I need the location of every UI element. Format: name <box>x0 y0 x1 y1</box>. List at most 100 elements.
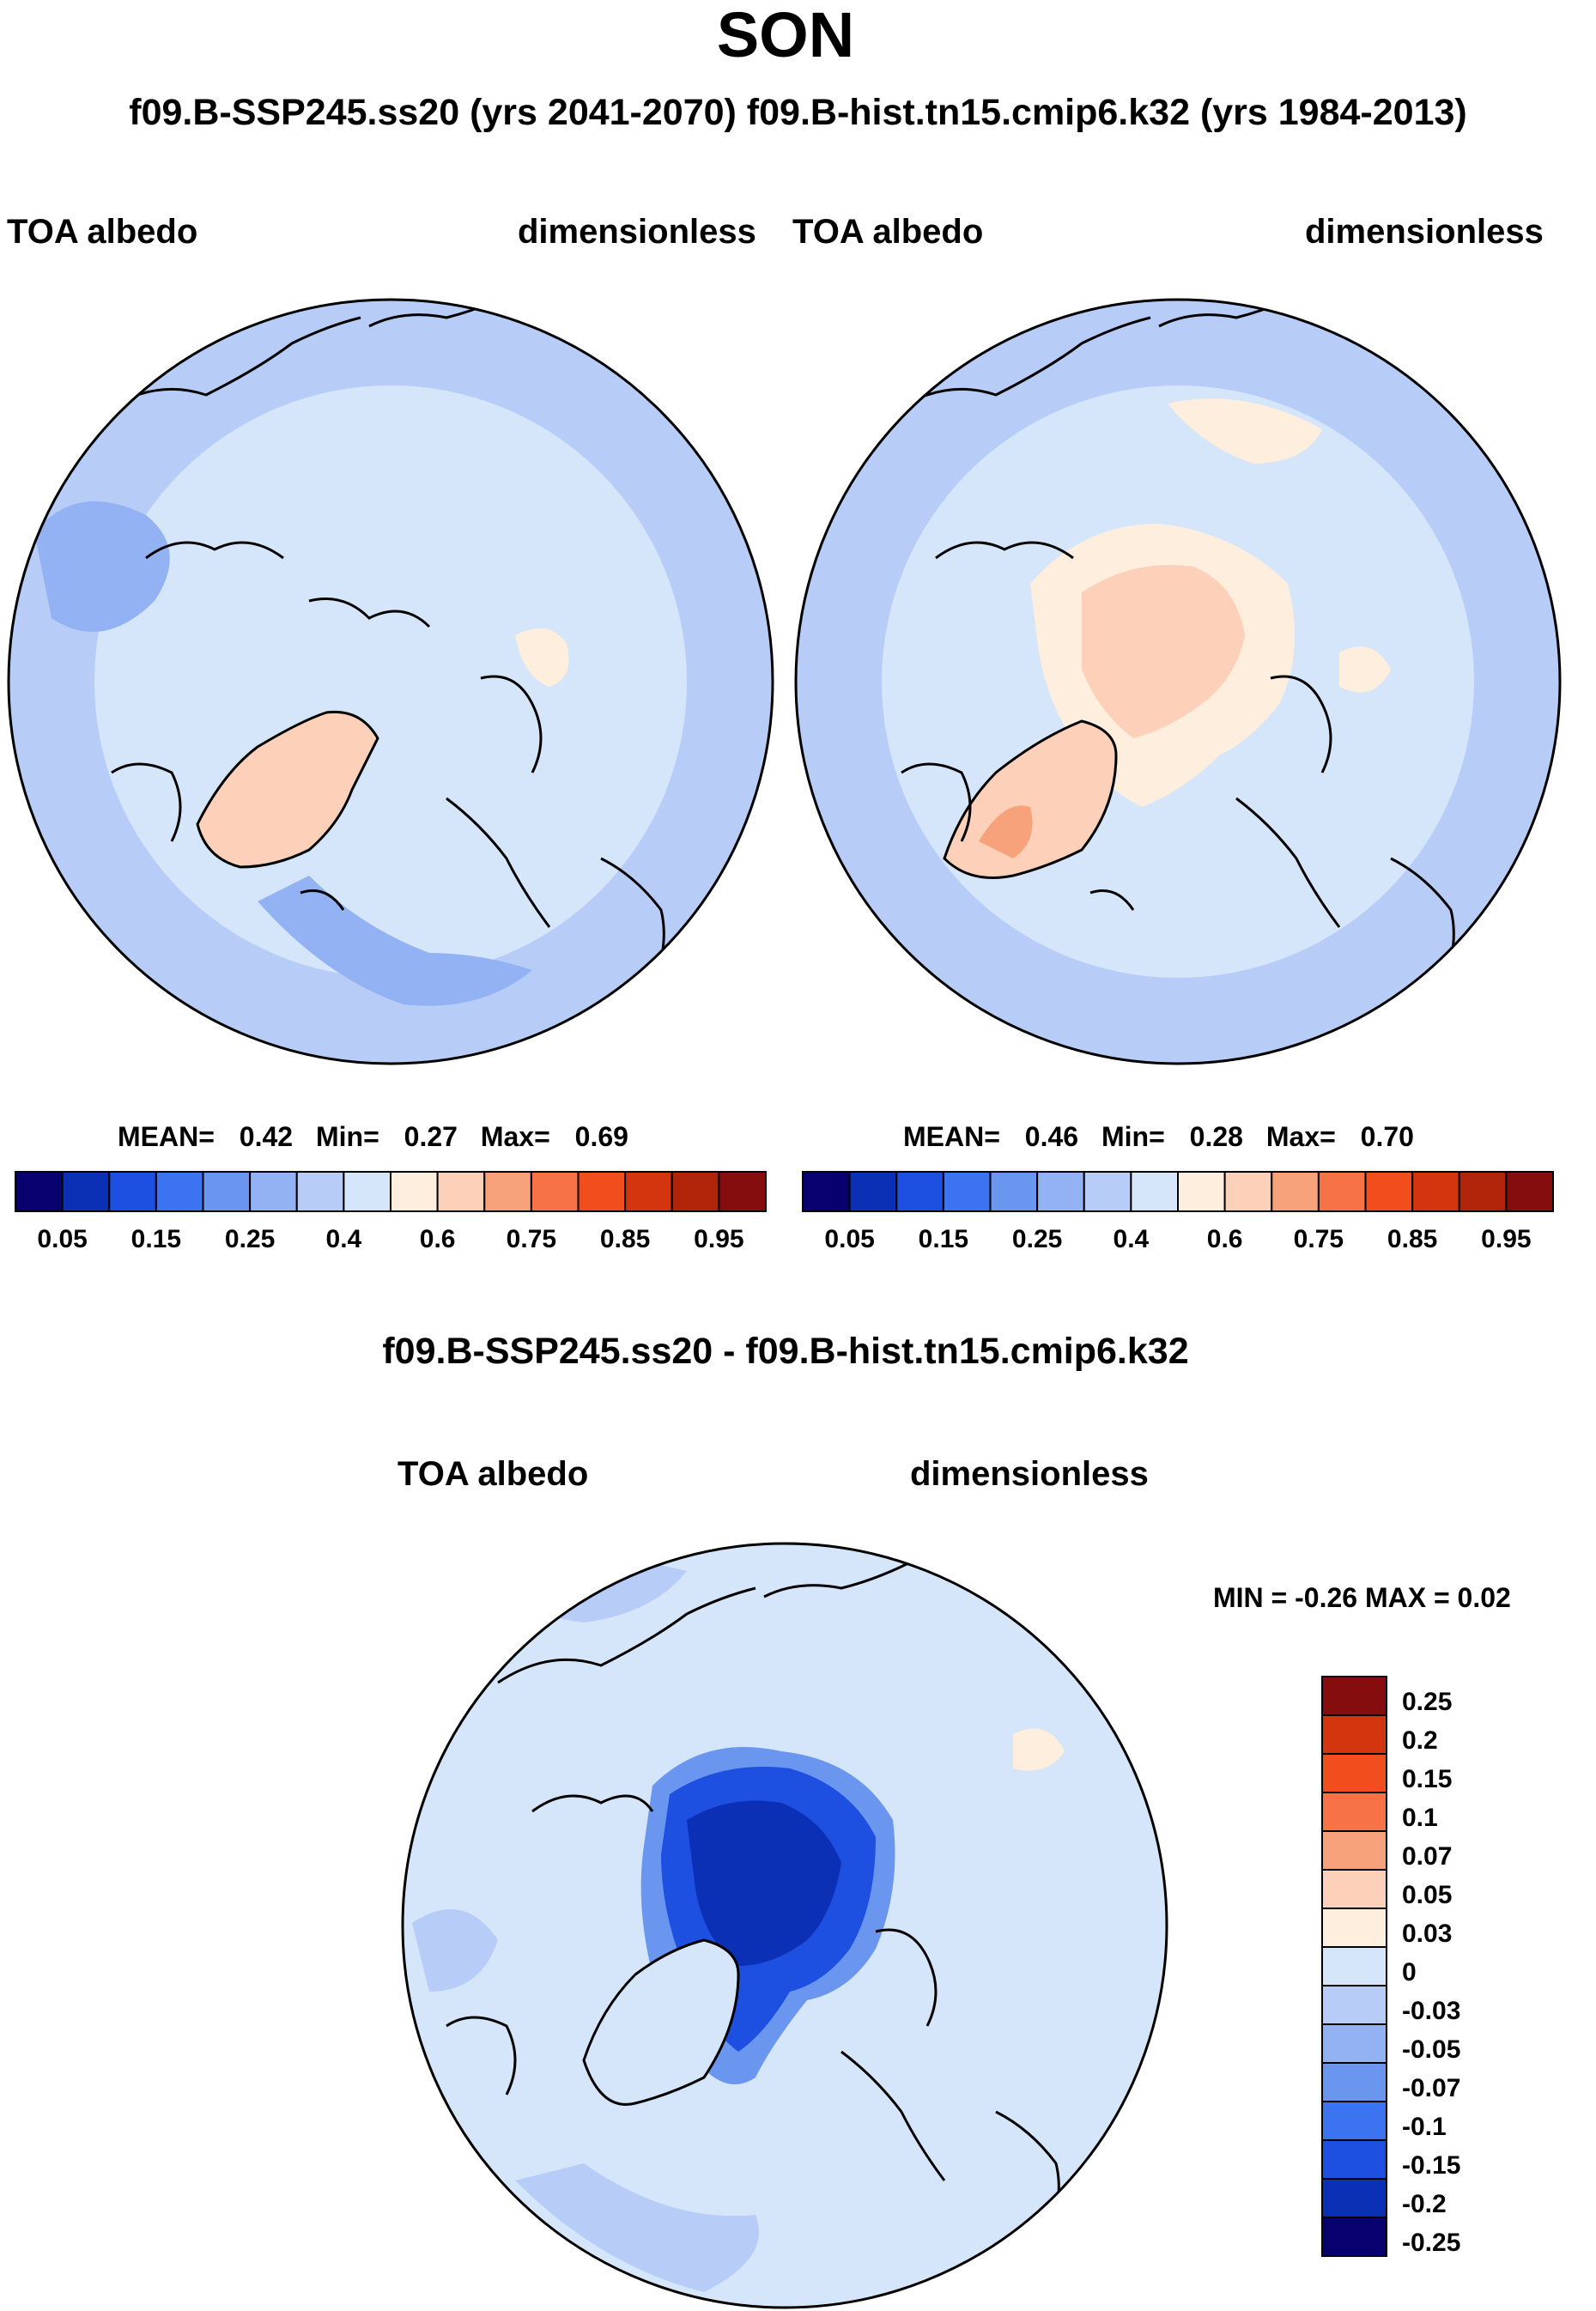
page-subtitle: f09.B-SSP245.ss20 (yrs 2041-2070) f09.B-… <box>129 92 1467 133</box>
panel2-colorbar-tick-label: 0.15 <box>918 1225 969 1253</box>
panel1-stats: MEAN= 0.42 Min= 0.27 Max= 0.69 <box>118 1123 628 1150</box>
panel2-map-border <box>794 298 1562 1065</box>
panel3-map <box>403 1544 1167 2308</box>
panel3-map-border <box>401 1542 1168 2309</box>
panel2-field-ice-inner <box>1082 565 1245 738</box>
panel1-field-low-south <box>258 876 532 1006</box>
panel1-field-pos-siberia <box>515 628 569 687</box>
panel3-colorbar-tick-label: -0.25 <box>1402 2229 1461 2257</box>
panel2-colorbar-box <box>1036 1171 1085 1212</box>
panel2-colorbar-box <box>989 1171 1039 1212</box>
panel3-colorbar-tick-label: -0.15 <box>1402 2151 1461 2180</box>
panel2-stats: MEAN= 0.46 Min= 0.28 Max= 0.70 <box>903 1123 1414 1150</box>
panel1-colorbar-tick-label: 0.75 <box>506 1225 557 1253</box>
panel3-colorbar-box <box>1321 2178 1387 2218</box>
panel3-greenland <box>582 1938 740 2106</box>
panel2-max-label: Max= <box>1265 1121 1336 1152</box>
panel3-colorbar-tick-label: 0.2 <box>1402 1726 1438 1755</box>
panel3-colorbar-box <box>1321 2217 1387 2257</box>
panel3-colorbar-tick-label: -0.03 <box>1402 1997 1461 2025</box>
panel1-colorbar-tick-label: 0.95 <box>694 1225 744 1253</box>
panel2-colorbar-tick-label: 0.85 <box>1387 1225 1438 1253</box>
panel1-colorbar-box <box>295 1171 345 1212</box>
panel1-colorbar-box <box>202 1171 252 1212</box>
panel3-colorbar-box <box>1321 1830 1387 1871</box>
panel3-colorbar-box <box>1321 2139 1387 2180</box>
panel3-colorbar-box <box>1321 1946 1387 1986</box>
panel2-mean-value: 0.46 <box>1024 1121 1079 1152</box>
panel1-field-inner <box>94 385 687 978</box>
panel1-field-low-west <box>34 501 170 632</box>
panel2-right-label: dimensionless <box>1305 213 1544 251</box>
panel2-colorbar-box <box>895 1171 944 1212</box>
panel1-greenland <box>196 710 379 869</box>
panel3-colorbar <box>1321 1676 1387 2257</box>
panel3-field-ice-core <box>687 1800 841 1966</box>
panel2-colorbar-box <box>802 1171 851 1212</box>
panel3-left-label: TOA albedo <box>397 1455 589 1493</box>
panel1-colorbar-box <box>249 1171 298 1212</box>
panel2-colorbar-box <box>1177 1171 1226 1212</box>
panel3-colorbar-tick-label: -0.1 <box>1402 2113 1447 2141</box>
panel1-colorbar-box <box>436 1171 486 1212</box>
panel3-colorbar-tick-label: -0.07 <box>1402 2074 1461 2102</box>
panel3-minmax: MIN = -0.26 MAX = 0.02 <box>1213 1582 1511 1613</box>
panel2-left-label: TOA albedo <box>792 213 984 251</box>
panel3-colorbar-tick-label: 0.15 <box>1402 1765 1453 1793</box>
panel3-colorbar-box <box>1321 2023 1387 2064</box>
panel1-colorbar-box <box>108 1171 157 1212</box>
panel1-colorbar-box <box>155 1171 204 1212</box>
panel1-colorbar-box <box>343 1171 391 1212</box>
panel2-field-pos-north <box>1168 398 1322 464</box>
panel1-colorbar-box <box>577 1171 627 1212</box>
panel2-colorbar-box <box>1364 1171 1414 1212</box>
panel2-colorbar-box <box>1458 1171 1508 1212</box>
diff-title: f09.B-SSP245.ss20 - f09.B-hist.tn15.cmip… <box>382 1331 1189 1372</box>
panel3-right-label: dimensionless <box>910 1455 1149 1493</box>
panel1-colorbar-tick-label: 0.85 <box>599 1225 651 1253</box>
panel1-min-value: 0.27 <box>404 1121 458 1152</box>
panel3-colorbar-tick-label: 0.1 <box>1402 1804 1438 1832</box>
panel1-field-pos-north <box>206 182 275 215</box>
panel3-colorbar-tick-label: 0.25 <box>1402 1688 1453 1716</box>
panel3-colorbar-tick-label: 0.07 <box>1402 1842 1453 1871</box>
panel1-colorbar <box>15 1171 767 1212</box>
panel2-colorbar-box <box>1083 1171 1132 1212</box>
panel2-mean-label: MEAN= <box>903 1121 1000 1152</box>
panel3-colorbar-box <box>1321 1676 1387 1716</box>
panel3-colorbar-box <box>1321 1869 1387 1909</box>
panel2-colorbar-box <box>848 1171 898 1212</box>
panel2-colorbar-box <box>1271 1171 1320 1212</box>
panel1-max-value: 0.69 <box>574 1121 628 1152</box>
panel2-max-value: 0.70 <box>1360 1121 1414 1152</box>
panel2-colorbar-tick-label: 0.6 <box>1206 1225 1243 1253</box>
panel3-coastlines <box>446 1561 1060 2241</box>
panel2-min-label: Min= <box>1101 1121 1165 1152</box>
panel2-colorbar-box <box>1317 1171 1367 1212</box>
panel1-colorbar-box <box>15 1171 64 1212</box>
panel1-map <box>9 182 773 1064</box>
panel1-colorbar-box <box>718 1171 767 1212</box>
panel2-colorbar-tick-label: 0.95 <box>1481 1225 1532 1253</box>
panel3-colorbar-tick-label: 0.03 <box>1402 1920 1453 1948</box>
panel1-map-border <box>7 298 774 1065</box>
panel3-colorbar-box <box>1321 1985 1387 2025</box>
panel3-colorbar-box <box>1321 1753 1387 1793</box>
panel1-max-label: Max= <box>480 1121 550 1152</box>
panel2-colorbar-tick-label: 0.4 <box>1113 1225 1150 1253</box>
panel3-colorbar-tick-label: -0.2 <box>1402 2190 1447 2218</box>
panel1-colorbar-tick-label: 0.4 <box>325 1225 362 1253</box>
panel2-min-value: 0.28 <box>1189 1121 1243 1152</box>
panel2-colorbar-tick-label: 0.25 <box>1011 1225 1063 1253</box>
panel1-colorbar-tick-label: 0.6 <box>419 1225 456 1253</box>
panel3-field-low-south <box>515 2163 759 2292</box>
panel1-colorbar-box <box>530 1171 580 1212</box>
panel3-colorbar-tick-label: -0.05 <box>1402 2035 1461 2064</box>
panel1-colorbar-box <box>61 1171 111 1212</box>
panel1-left-label: TOA albedo <box>7 213 198 251</box>
panel1-colorbar-box <box>624 1171 673 1212</box>
panel2-map <box>796 300 1560 1064</box>
panel2-colorbar-box <box>1411 1171 1460 1212</box>
page-title: SON <box>716 0 855 70</box>
panel3-colorbar-box <box>1321 1714 1387 1755</box>
